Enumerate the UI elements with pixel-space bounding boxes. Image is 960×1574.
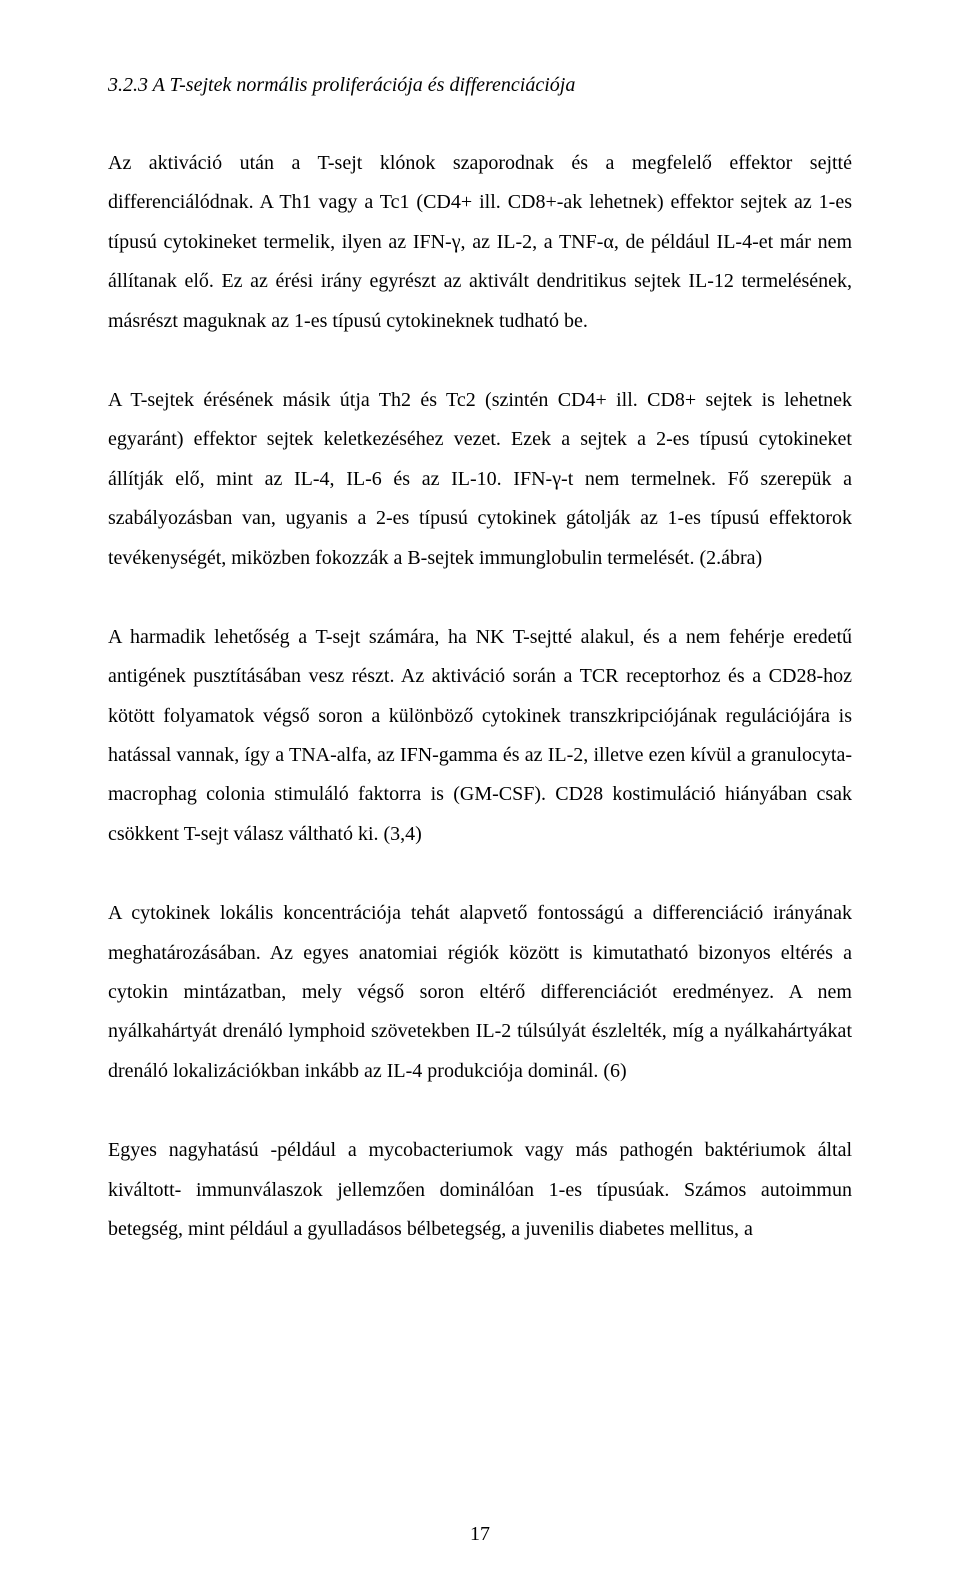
paragraph-3: A harmadik lehetőség a T-sejt számára, h… bbox=[108, 618, 852, 854]
paragraph-2: A T-sejtek érésének másik útja Th2 és Tc… bbox=[108, 381, 852, 578]
paragraph-1: Az aktiváció után a T-sejt klónok szapor… bbox=[108, 144, 852, 341]
document-page: 3.2.3 A T-sejtek normális proliferációja… bbox=[0, 0, 960, 1574]
paragraph-5: Egyes nagyhatású -például a mycobacteriu… bbox=[108, 1131, 852, 1249]
section-heading: 3.2.3 A T-sejtek normális proliferációja… bbox=[108, 72, 852, 98]
paragraph-4: A cytokinek lokális koncentrációja tehát… bbox=[108, 894, 852, 1091]
page-number: 17 bbox=[0, 1523, 960, 1546]
